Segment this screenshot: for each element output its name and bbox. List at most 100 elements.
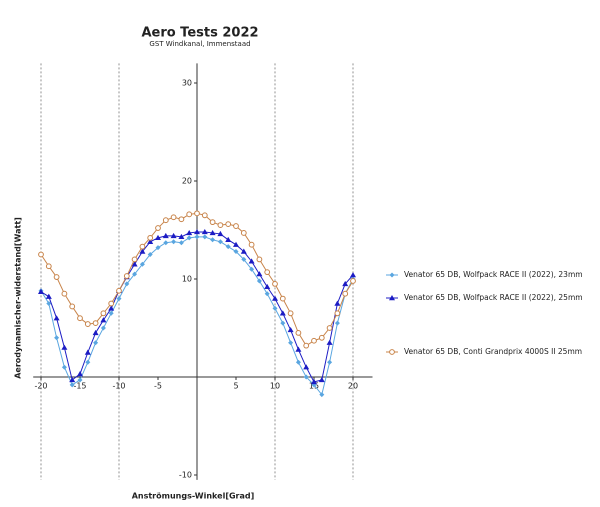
point [139, 261, 145, 267]
point [147, 252, 153, 257]
point [38, 251, 44, 258]
point [280, 320, 286, 326]
x-tick-label: 5 [233, 382, 238, 391]
point [256, 256, 263, 263]
point [279, 310, 286, 316]
point [210, 237, 216, 243]
point [318, 376, 325, 383]
point [202, 234, 208, 240]
point [256, 271, 263, 277]
x-tick-label: -5 [154, 382, 162, 391]
point [288, 340, 294, 346]
point [194, 234, 200, 240]
point [170, 232, 177, 239]
y-tick-label: 10 [182, 275, 192, 284]
point [240, 230, 247, 236]
point [287, 310, 294, 317]
point [264, 291, 270, 297]
point [92, 329, 99, 336]
point [170, 214, 177, 221]
point [162, 217, 169, 224]
point [84, 349, 91, 355]
point [342, 290, 349, 297]
point [311, 378, 317, 385]
point [209, 219, 216, 226]
point [295, 359, 301, 365]
legend-marker [389, 349, 395, 355]
point [201, 228, 208, 235]
point [85, 359, 91, 365]
point [326, 325, 333, 331]
point [69, 303, 76, 310]
point [163, 240, 169, 246]
point [123, 273, 130, 279]
point [334, 300, 341, 306]
x-axis-label: Anströmungs-Winkel[Grad] [132, 492, 255, 501]
point [131, 261, 138, 267]
y-tick-label: -10 [179, 471, 192, 480]
point [53, 315, 60, 321]
y-axis-label: Aerodynamischer-widerstand[Watt] [14, 217, 23, 379]
point [46, 301, 52, 306]
x-tick-label: -10 [112, 382, 125, 391]
point [61, 344, 68, 350]
point [61, 364, 67, 370]
point [186, 229, 193, 236]
point [287, 326, 294, 333]
legend-marker [389, 295, 395, 301]
point [249, 266, 255, 272]
point [147, 234, 154, 241]
point [100, 310, 107, 317]
point [77, 315, 83, 322]
point [256, 278, 262, 284]
point [92, 320, 99, 327]
point [264, 269, 271, 276]
point [108, 305, 115, 311]
point [178, 233, 185, 240]
point [38, 288, 44, 294]
point [178, 216, 185, 223]
point [162, 232, 169, 239]
point [311, 337, 317, 344]
point [124, 281, 130, 287]
point [69, 376, 76, 383]
point [45, 293, 52, 299]
point [272, 281, 278, 287]
point [272, 305, 278, 311]
x-tick-label: -15 [73, 382, 86, 391]
point [108, 310, 114, 316]
point [53, 274, 60, 280]
point [194, 228, 200, 235]
x-tick-label: 20 [348, 382, 358, 391]
point [100, 317, 107, 323]
point [217, 222, 224, 229]
point [303, 342, 310, 349]
point [303, 374, 309, 380]
point [155, 234, 161, 241]
point [171, 239, 177, 245]
point [61, 290, 68, 297]
point [240, 248, 247, 254]
y-tick-label: 20 [182, 177, 192, 186]
point [350, 278, 356, 284]
point [54, 335, 60, 341]
point [108, 300, 115, 307]
point [248, 241, 255, 248]
point [131, 256, 138, 263]
point [233, 241, 239, 247]
point [116, 296, 122, 302]
legend-label: Venator 65 DB, Conti Grandprix 4000S II … [404, 347, 582, 356]
point [209, 229, 216, 236]
point [139, 248, 146, 254]
point [45, 263, 52, 270]
y-tick-label: 30 [182, 79, 192, 88]
point [272, 295, 278, 301]
point [77, 371, 83, 377]
point [326, 339, 333, 345]
point [295, 346, 302, 352]
point [69, 382, 75, 388]
point [84, 321, 91, 327]
point [186, 235, 192, 241]
point [201, 212, 208, 219]
